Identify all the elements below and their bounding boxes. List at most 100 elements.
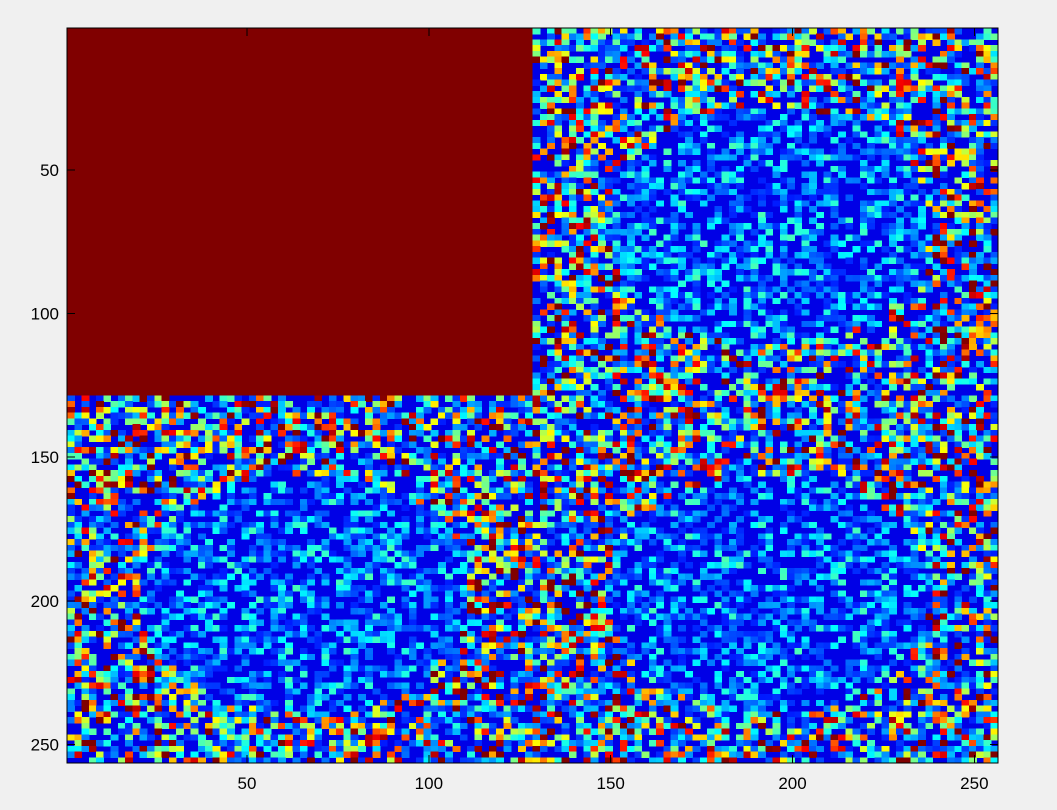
image-pixel: [503, 551, 511, 557]
image-pixel: [634, 258, 642, 264]
image-pixel: [874, 361, 882, 367]
image-pixel: [671, 34, 679, 40]
image-pixel: [220, 476, 228, 482]
image-pixel: [889, 378, 897, 384]
image-pixel: [489, 487, 497, 493]
image-pixel: [554, 470, 562, 476]
image-pixel: [365, 430, 373, 436]
image-pixel: [903, 137, 911, 143]
image-pixel: [598, 401, 606, 407]
image-pixel: [933, 263, 941, 269]
image-pixel: [569, 275, 577, 281]
image-pixel: [562, 470, 570, 476]
image-pixel: [569, 258, 577, 264]
image-pixel: [74, 464, 82, 470]
image-pixel: [300, 441, 308, 447]
image-pixel: [147, 522, 155, 528]
image-pixel: [736, 436, 744, 442]
image-pixel: [991, 281, 999, 287]
image-pixel: [693, 292, 701, 298]
image-pixel: [933, 223, 941, 229]
image-pixel: [162, 493, 170, 499]
image-pixel: [533, 470, 541, 476]
image-pixel: [918, 206, 926, 212]
image-pixel: [322, 510, 330, 516]
image-pixel: [627, 131, 635, 137]
image-pixel: [423, 407, 431, 413]
image-pixel: [773, 413, 781, 419]
image-pixel: [569, 143, 577, 149]
image-pixel: [947, 108, 955, 114]
image-pixel: [823, 304, 831, 310]
image-pixel: [729, 396, 737, 402]
image-pixel: [714, 304, 722, 310]
image-pixel: [503, 556, 511, 562]
image-pixel: [671, 275, 679, 281]
image-pixel: [162, 407, 170, 413]
image-pixel: [380, 470, 388, 476]
image-pixel: [307, 430, 315, 436]
image-pixel: [983, 240, 991, 246]
image-pixel: [671, 269, 679, 275]
image-pixel: [947, 528, 955, 534]
image-pixel: [620, 355, 628, 361]
image-pixel: [751, 396, 759, 402]
image-pixel: [802, 292, 810, 298]
image-pixel: [722, 476, 730, 482]
image-pixel: [583, 459, 591, 465]
image-pixel: [889, 464, 897, 470]
image-pixel: [765, 51, 773, 57]
image-pixel: [685, 177, 693, 183]
image-pixel: [976, 154, 984, 160]
image-pixel: [89, 447, 97, 453]
image-pixel: [482, 482, 490, 488]
image-pixel: [642, 143, 650, 149]
image-pixel: [227, 453, 235, 459]
image-pixel: [663, 269, 671, 275]
image-pixel: [351, 453, 359, 459]
image-pixel: [940, 240, 948, 246]
image-pixel: [751, 80, 759, 86]
image-pixel: [642, 114, 650, 120]
image-pixel: [925, 510, 933, 516]
image-pixel: [678, 551, 686, 557]
image-pixel: [889, 493, 897, 499]
image-pixel: [656, 298, 664, 304]
image-pixel: [809, 361, 817, 367]
image-pixel: [751, 28, 759, 34]
image-pixel: [816, 350, 824, 356]
image-pixel: [634, 505, 642, 511]
image-pixel: [263, 436, 271, 442]
image-pixel: [227, 510, 235, 516]
image-pixel: [896, 195, 904, 201]
image-pixel: [562, 286, 570, 292]
image-pixel: [991, 562, 999, 568]
image-pixel: [962, 355, 970, 361]
image-pixel: [554, 424, 562, 430]
image-pixel: [962, 74, 970, 80]
image-pixel: [533, 447, 541, 453]
image-pixel: [372, 482, 380, 488]
image-pixel: [649, 528, 657, 534]
image-pixel: [773, 286, 781, 292]
image-pixel: [780, 384, 788, 390]
image-pixel: [67, 436, 75, 442]
image-pixel: [743, 240, 751, 246]
image-pixel: [111, 459, 119, 465]
image-pixel: [693, 499, 701, 505]
image-pixel: [758, 396, 766, 402]
image-pixel: [991, 556, 999, 562]
image-pixel: [642, 137, 650, 143]
image-pixel: [853, 275, 861, 281]
image-pixel: [263, 493, 271, 499]
image-pixel: [685, 533, 693, 539]
image-pixel: [860, 172, 868, 178]
image-pixel: [329, 418, 337, 424]
image-pixel: [969, 240, 977, 246]
image-pixel: [489, 505, 497, 511]
image-pixel: [671, 355, 679, 361]
image-pixel: [547, 499, 555, 505]
image-pixel: [576, 97, 584, 103]
image-pixel: [598, 476, 606, 482]
image-pixel: [656, 39, 664, 45]
